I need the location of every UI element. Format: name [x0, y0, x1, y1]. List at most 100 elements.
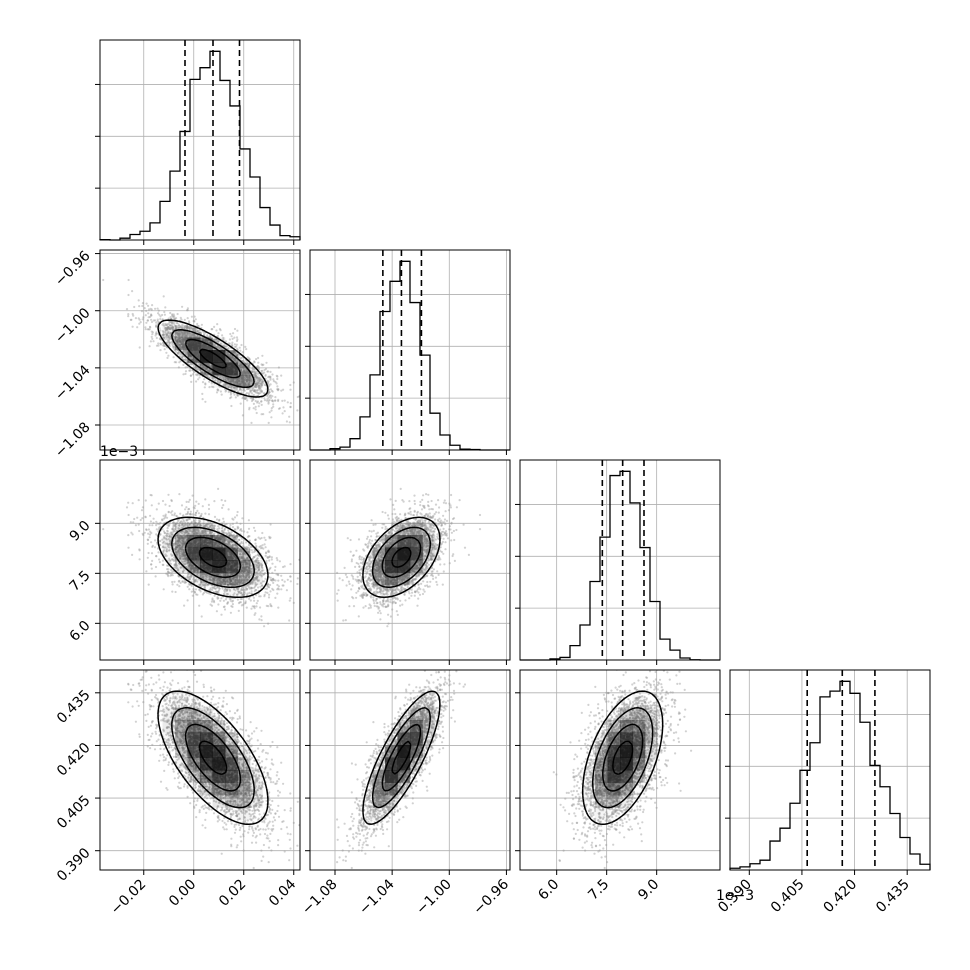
- sample-point: [164, 328, 167, 331]
- sample-point: [288, 421, 291, 424]
- sample-point: [280, 588, 283, 591]
- sample-point: [251, 371, 254, 374]
- sample-point: [168, 523, 171, 526]
- sample-point: [254, 382, 257, 385]
- sample-point: [171, 343, 174, 346]
- sample-point: [225, 359, 229, 362]
- sample-point: [268, 555, 271, 558]
- sample-point: [166, 326, 169, 329]
- sample-point: [257, 356, 260, 360]
- sample-point: [168, 549, 171, 552]
- sample-point: [177, 343, 180, 346]
- sample-point: [178, 547, 181, 550]
- sample-point: [232, 379, 235, 382]
- sample-point: [216, 544, 219, 547]
- sample-point: [164, 330, 167, 333]
- sample-point: [247, 568, 250, 571]
- sample-point: [161, 538, 164, 541]
- sample-point: [240, 389, 243, 392]
- sample-point: [155, 321, 158, 324]
- sample-point: [267, 393, 270, 396]
- sample-point: [191, 327, 194, 330]
- sample-point: [245, 397, 248, 400]
- sample-point: [161, 313, 164, 317]
- sample-point: [208, 380, 211, 383]
- sample-point: [173, 335, 176, 339]
- sample-point: [176, 353, 179, 356]
- sample-point: [161, 341, 164, 345]
- sample-point: [181, 580, 184, 583]
- sample-point: [177, 333, 180, 336]
- sample-point: [215, 329, 218, 332]
- sample-point: [239, 366, 242, 369]
- sample-point: [202, 344, 205, 347]
- sample-point: [276, 388, 279, 391]
- panel-frame: [729, 669, 931, 871]
- sample-point: [256, 573, 259, 576]
- sample-point: [176, 351, 179, 355]
- sample-point: [193, 320, 196, 323]
- sample-point: [242, 594, 246, 597]
- sample-point: [228, 534, 231, 537]
- sample-point: [272, 578, 275, 581]
- sample-point: [252, 402, 255, 405]
- sample-point: [197, 353, 200, 356]
- sample-point: [238, 581, 241, 584]
- sample-point: [247, 383, 250, 386]
- sample-point: [237, 390, 240, 393]
- sample-point: [239, 382, 242, 386]
- sample-point: [148, 328, 151, 331]
- sample-point: [177, 366, 180, 369]
- sample-point: [197, 531, 200, 534]
- sample-point: [229, 380, 232, 384]
- sample-point: [202, 338, 205, 341]
- sample-point: [248, 569, 251, 572]
- sample-point: [225, 351, 228, 354]
- sample-point: [239, 591, 242, 594]
- sample-point: [218, 527, 221, 530]
- sample-point: [150, 320, 154, 324]
- sample-point: [240, 575, 243, 578]
- sample-point: [239, 383, 242, 387]
- sample-point: [233, 357, 236, 360]
- sample-point: [211, 343, 214, 347]
- sample-point: [147, 583, 150, 586]
- sample-point: [214, 345, 217, 348]
- sample-point: [203, 347, 206, 350]
- sample-point: [172, 522, 175, 525]
- sample-point: [242, 380, 245, 383]
- sample-point: [262, 363, 265, 366]
- sample-point: [167, 326, 170, 329]
- sample-point: [274, 399, 277, 402]
- sample-point: [194, 352, 197, 355]
- sample-point: [245, 372, 248, 375]
- sample-point: [260, 378, 263, 381]
- sample-point: [169, 311, 172, 315]
- sample-point: [198, 331, 201, 335]
- sample-point: [231, 572, 234, 575]
- sample-point: [195, 367, 198, 370]
- sample-point: [185, 349, 188, 352]
- sample-point: [179, 333, 182, 336]
- sample-point: [219, 583, 222, 586]
- sample-point: [240, 377, 243, 380]
- sample-point: [178, 534, 181, 537]
- sample-point: [167, 317, 170, 320]
- sample-point: [209, 347, 212, 350]
- sample-point: [258, 378, 261, 381]
- sample-point: [222, 383, 225, 386]
- sample-point: [158, 337, 161, 340]
- sample-point: [188, 562, 191, 565]
- sample-point: [178, 524, 181, 527]
- sample-point: [202, 366, 205, 369]
- sample-point: [125, 308, 129, 311]
- sample-point: [188, 507, 191, 511]
- sample-point: [169, 331, 172, 334]
- sample-point: [168, 341, 172, 344]
- sample-point: [202, 339, 205, 342]
- sample-point: [246, 578, 249, 581]
- sample-point: [253, 360, 256, 363]
- sample-point: [268, 555, 271, 559]
- sample-point: [227, 353, 230, 357]
